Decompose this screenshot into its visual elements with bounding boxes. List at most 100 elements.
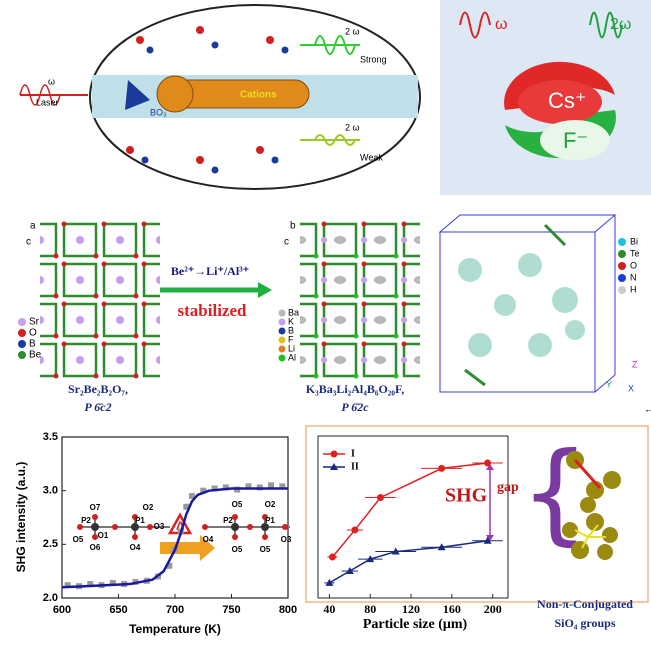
point	[200, 487, 207, 494]
atom-label: O4	[203, 535, 214, 544]
line	[331, 462, 488, 558]
legend-label: Al	[288, 352, 296, 362]
legend-label: O	[630, 260, 637, 270]
chart-shg-temperature: SHG intensity (a.u.) Temperature (K) Δ 6…	[14, 431, 297, 636]
axis-label: c	[26, 237, 31, 248]
x-tick-label: 160	[443, 602, 461, 616]
panel-nlo: Laser ω 2 ω Strong 2 ω Weak BO₃ Cations	[19, 4, 421, 190]
legend-label: Be	[29, 350, 42, 361]
atom-label: O5	[260, 545, 271, 554]
point	[484, 459, 492, 467]
point	[279, 483, 286, 490]
atom-label: O5	[232, 545, 243, 554]
point	[376, 494, 384, 502]
x-axis-title: Temperature (K)	[129, 622, 221, 636]
molecule	[562, 451, 621, 560]
atom-label: O2	[143, 503, 154, 512]
reaction: Be²⁺→Li⁺/Al³⁺	[171, 264, 249, 278]
atom-label: O5	[73, 535, 84, 544]
legend-label: H	[630, 284, 637, 294]
atom-label: P1	[135, 516, 145, 525]
label: Cations	[240, 90, 277, 101]
point	[483, 536, 492, 544]
panel-arrow: Be²⁺→Li⁺/Al³⁺ stabilized	[160, 264, 272, 320]
legend-label: Ba	[288, 307, 299, 317]
atom-label: O1	[98, 531, 109, 540]
panel-sbbo: a c Sr O B Be Sr₂Be₂B₂O₇, P 6̄c2	[18, 220, 160, 414]
formula: K₃Ba₃Li₂Al₄B₆O₂₀F,	[306, 382, 404, 396]
legend-label: Sr	[29, 317, 40, 328]
legend-label: O	[29, 328, 37, 339]
legend-label: N	[630, 272, 637, 282]
point	[391, 547, 400, 555]
axis-label: b	[290, 221, 296, 232]
label: Strong	[360, 54, 387, 64]
x-tick-label: 600	[53, 604, 71, 616]
label: Cs⁺	[548, 88, 587, 113]
legend-label: Li	[288, 343, 295, 353]
annotation: Δ	[176, 519, 185, 533]
axis-label: Z	[632, 359, 638, 369]
y-tick-label: 3.5	[43, 431, 58, 443]
legend-label: II	[351, 461, 359, 472]
point	[325, 578, 334, 586]
axis-label: Y	[606, 379, 612, 389]
label: 2ω	[610, 16, 631, 33]
point	[345, 567, 354, 574]
formula: Sr₂Be₂B₂O₇,	[68, 382, 128, 396]
point	[64, 582, 71, 589]
atom-label: O6	[90, 543, 101, 552]
inset: Δ	[77, 512, 290, 561]
point	[166, 562, 173, 569]
point	[222, 484, 229, 491]
cursor: ←	[644, 405, 651, 416]
point	[211, 485, 218, 492]
atom-label: O4	[130, 543, 141, 552]
atom-label: O7	[90, 503, 101, 512]
label: 2 ω	[345, 122, 360, 132]
point	[437, 543, 446, 551]
x-tick-label: 80	[364, 602, 376, 616]
label: Weak	[360, 152, 383, 162]
point	[87, 581, 94, 588]
label: 2 ω	[345, 26, 360, 36]
atom-label: O3	[281, 535, 292, 544]
panel-bitelite: Bi Te O N H Z Y X ←	[438, 214, 651, 416]
chart-shg-size: Particle size (μm) SHG gap { Non-π-Conju…	[305, 425, 649, 632]
label: BO₃	[150, 107, 167, 117]
x-tick-label: 120	[402, 602, 420, 616]
legend-label: I	[351, 448, 355, 459]
point	[438, 464, 446, 472]
x-tick-label: 200	[484, 602, 502, 616]
legend-label: B	[29, 339, 36, 350]
x-tick-label: 750	[222, 604, 240, 616]
point	[109, 579, 116, 586]
y-tick-label: 3.0	[43, 485, 58, 497]
legend-label: F	[288, 334, 294, 344]
panel-cs-f: ω 2ω Cs⁺ F⁻	[440, 0, 651, 195]
axis-label: X	[628, 383, 634, 393]
legend-marker	[330, 463, 338, 470]
legend-label: Bi	[630, 236, 638, 246]
panel-kblabof: b c Ba K B F Li Al K₃Ba₃Li₂Al₄B₆O₂₀F, P …	[278, 220, 420, 414]
atom-label: O3	[154, 522, 165, 531]
space-group: P 6̄c2	[84, 400, 111, 414]
axis-label: c	[284, 237, 289, 248]
point	[328, 553, 336, 561]
legend-label: K	[288, 316, 294, 326]
point	[183, 503, 190, 510]
y-axis-title: SHG intensity (a.u.)	[14, 462, 28, 573]
point	[188, 493, 195, 500]
side-label: SiO₄ groups	[554, 616, 615, 630]
annotation: gap	[497, 480, 519, 495]
legend-label: Te	[630, 248, 640, 258]
legend-label: B	[288, 325, 294, 335]
line	[329, 540, 488, 584]
point	[366, 555, 375, 563]
label: ω	[495, 16, 508, 33]
label: ω	[48, 76, 55, 86]
y-tick-label: 2.0	[43, 592, 58, 604]
point	[268, 482, 275, 489]
atom-label: P2	[223, 516, 233, 525]
